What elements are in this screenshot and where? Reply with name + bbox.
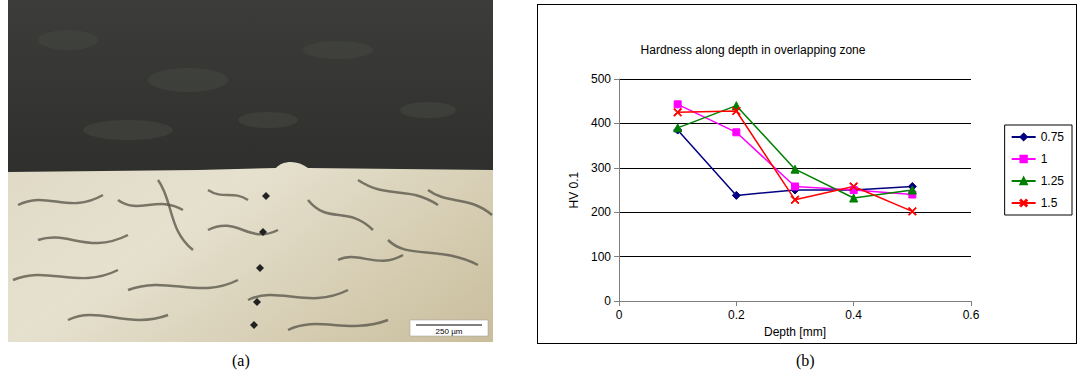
- svg-text:300: 300: [591, 161, 611, 175]
- svg-text:200: 200: [591, 205, 611, 219]
- svg-text:400: 400: [591, 116, 611, 130]
- svg-text:0: 0: [616, 308, 623, 322]
- svg-text:0.4: 0.4: [845, 308, 862, 322]
- svg-text:0: 0: [604, 294, 611, 308]
- svg-text:HV 0.1: HV 0.1: [567, 171, 581, 208]
- svg-text:100: 100: [591, 250, 611, 264]
- svg-text:1: 1: [1041, 152, 1048, 166]
- html-text:(a): (a): [232, 352, 250, 369]
- svg-text:1.5: 1.5: [1041, 196, 1058, 210]
- svg-text:1.25: 1.25: [1041, 174, 1065, 188]
- svg-text:0.75: 0.75: [1041, 130, 1065, 144]
- svg-text:0.6: 0.6: [963, 308, 980, 322]
- svg-text:250 µm: 250 µm: [436, 327, 463, 336]
- svg-text:Depth [mm]: Depth [mm]: [764, 325, 826, 339]
- svg-text:0.2: 0.2: [728, 308, 745, 322]
- html-text:(b): (b): [796, 352, 815, 369]
- svg-text:500: 500: [591, 72, 611, 86]
- svg-text:Hardness along depth in overla: Hardness along depth in overlapping zone: [641, 43, 866, 57]
